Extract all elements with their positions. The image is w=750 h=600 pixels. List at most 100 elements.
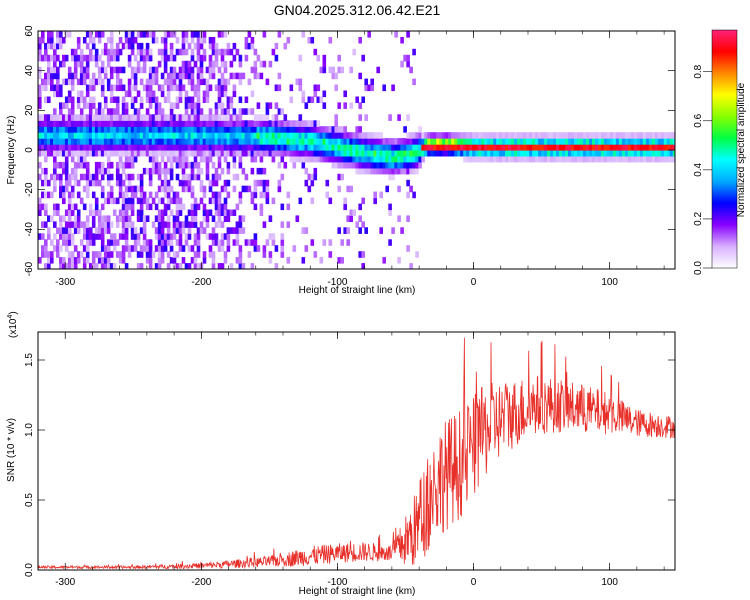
spectrogram-cell: [121, 167, 126, 175]
spectrogram-cell: [562, 138, 566, 145]
spectrogram-cell: [295, 120, 300, 127]
spectrogram-cell: [178, 155, 183, 163]
spectrogram-cell: [56, 120, 60, 127]
spectrogram-cell: [457, 138, 461, 145]
spectrogram-cell: [346, 150, 350, 157]
spectrogram-cell: [154, 120, 159, 127]
spectrogram-cell: [310, 144, 315, 151]
spectrogram-cell: [556, 155, 560, 163]
spectrogram-cell: [38, 197, 42, 205]
spectrogram-cell: [217, 150, 222, 157]
spectrogram-cell: [544, 138, 548, 145]
spectrogram-cell: [109, 239, 114, 246]
spectrogram-cell: [151, 132, 156, 139]
spectrogram-cell: [59, 245, 63, 252]
spectrogram-cell: [337, 126, 341, 133]
spectrogram-cell: [94, 173, 99, 181]
spectrogram-cell: [340, 126, 344, 133]
spectrogram-cell: [633, 150, 638, 157]
spectrogram-cell: [97, 78, 102, 86]
spectrogram-cell: [397, 150, 401, 157]
spectrogram-cell: [205, 221, 210, 228]
spectrogram-cell: [76, 215, 81, 222]
spectrogram-cell: [241, 132, 246, 139]
spectrogram-cell: [73, 48, 78, 56]
spectrogram-cell: [175, 138, 180, 145]
spectrogram-cell: [103, 197, 108, 205]
spectrogram-cell: [97, 144, 102, 151]
spectrogram-cell: [145, 245, 150, 252]
spectrogram-cell: [202, 150, 207, 157]
spectrogram-cell: [70, 233, 75, 240]
spectrogram-cell: [478, 138, 482, 145]
spectrogram-cell: [193, 257, 198, 264]
spectrogram-cell: [382, 155, 386, 163]
spectrogram-cell: [310, 239, 315, 246]
spectrogram-cell: [367, 138, 371, 145]
x-tick-label: -100: [327, 277, 347, 288]
spectrogram-cell: [418, 132, 422, 139]
spectrogram-cell: [391, 144, 395, 151]
spectrogram-cell: [319, 126, 324, 133]
spectrogram-cell: [187, 221, 192, 228]
spectrogram-cell: [214, 221, 219, 228]
spectrogram-cell: [166, 203, 171, 211]
spectrogram-cell: [124, 102, 129, 109]
spectrogram-cell: [253, 120, 258, 127]
spectrogram-cell: [106, 245, 111, 252]
spectrogram-cell: [70, 144, 75, 151]
spectrogram-cell: [151, 138, 156, 145]
spectrogram-cell: [181, 42, 186, 50]
spectrogram-cell: [79, 60, 84, 68]
spectrogram-cell: [612, 150, 617, 157]
spectrogram-cell: [175, 155, 180, 163]
spectrogram-cell: [603, 132, 608, 139]
spectrogram-cell: [232, 150, 237, 157]
spectrogram-cell: [244, 150, 249, 157]
spectrogram-cell: [202, 185, 207, 193]
spectrogram-cell: [154, 233, 159, 240]
spectrogram-cell: [184, 161, 189, 169]
spectrogram-cell: [124, 120, 129, 127]
spectrogram-cell: [94, 54, 99, 62]
spectrogram-cell: [56, 37, 60, 44]
spectrogram-cell: [85, 114, 90, 121]
spectrogram-cell: [609, 155, 614, 163]
spectrogram-cell: [163, 203, 168, 211]
colorbar: 0.00.20.40.60.8 Normalized spectral ampl…: [693, 29, 747, 275]
spectrogram-cell: [406, 179, 410, 187]
spectrogram-cell: [370, 155, 374, 163]
spectrogram-cell: [38, 72, 42, 80]
spectrogram-cell: [76, 179, 81, 187]
spectrogram-cell: [397, 114, 401, 121]
spectrogram-cell: [133, 54, 138, 62]
spectrogram-cell: [178, 114, 183, 121]
spectrogram-cell: [97, 120, 102, 127]
spectrogram-cell: [211, 37, 216, 44]
spectrogram-cell: [199, 114, 204, 121]
spectrogram-cell: [130, 84, 135, 92]
spectrogram-cell: [322, 126, 327, 133]
spectrogram-cell: [199, 138, 204, 145]
spectrogram-cell: [169, 78, 174, 86]
spectrogram-cell: [627, 132, 632, 139]
spectrogram-cell: [592, 138, 596, 145]
spectrogram-cell: [358, 203, 362, 211]
spectrogram-cell: [121, 120, 126, 127]
spectrogram-cell: [163, 66, 168, 74]
spectrogram-cell: [403, 161, 407, 169]
spectrogram-cell: [88, 173, 93, 181]
spectrogram-cell: [166, 96, 171, 103]
spectrogram-cell: [73, 227, 78, 234]
spectrogram-cell: [82, 185, 87, 193]
spectrogram-cell: [85, 245, 90, 252]
spectrogram-cell: [334, 120, 338, 127]
spectrogram-cell: [41, 78, 45, 86]
spectrogram-cell: [412, 155, 416, 163]
spectrogram-cell: [130, 197, 135, 205]
spectrogram-cell: [103, 96, 108, 103]
spectrogram-cell: [190, 54, 195, 62]
spectrogram-cell: [295, 132, 300, 139]
spectrogram-cell: [187, 132, 192, 139]
spectrogram-cell: [166, 90, 171, 98]
